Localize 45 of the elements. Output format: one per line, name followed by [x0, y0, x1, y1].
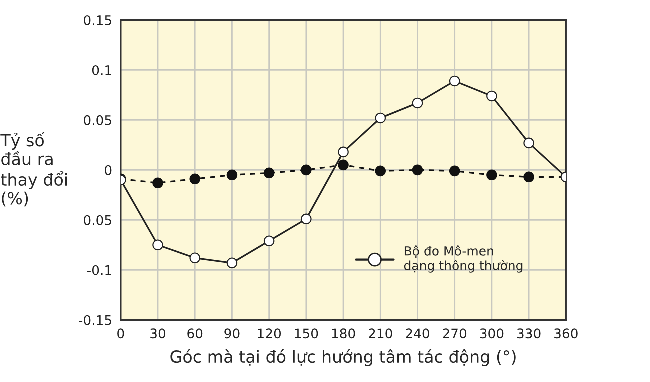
x-tick-label: 90 — [224, 328, 240, 339]
point — [338, 146, 349, 158]
point — [412, 164, 424, 176]
y-tick-label: 0.1 — [92, 65, 112, 76]
point — [375, 166, 386, 177]
point — [226, 258, 238, 269]
point — [486, 90, 498, 102]
point — [301, 164, 312, 176]
point — [226, 170, 238, 181]
point — [449, 76, 460, 87]
y-axis-title: Tỷ số đầu ra thay đổi (%) — [0, 132, 67, 207]
x-tick-label: 240 — [406, 328, 430, 339]
point — [190, 174, 200, 185]
point — [375, 112, 386, 124]
x-axis-title: Góc mà tại đó lực hướng tâm tác động (°) — [170, 350, 516, 366]
y-tick-label: 0.05 — [84, 215, 112, 226]
point — [264, 168, 275, 179]
point — [301, 214, 312, 225]
x-tick-label: 30 — [150, 328, 166, 339]
point — [524, 172, 534, 183]
point — [264, 236, 275, 247]
point — [152, 240, 164, 251]
point — [152, 178, 164, 189]
legend-label: Bộ đo Mô-men dạng thông thường — [404, 246, 523, 273]
x-tick-label: 60 — [188, 328, 203, 339]
x-tick-label: 330 — [517, 328, 541, 339]
x-tick-label: 120 — [258, 328, 282, 339]
point — [486, 170, 498, 181]
x-tick-label: 180 — [332, 328, 356, 339]
y-tick-label: 0.15 — [84, 15, 112, 26]
point — [338, 160, 349, 171]
x-tick-label: 210 — [369, 328, 392, 339]
x-tick-label: 150 — [295, 328, 318, 339]
x-tick-label: 360 — [554, 328, 578, 339]
x-tick-label: 270 — [443, 328, 467, 339]
x-tick-label: 300 — [480, 328, 504, 339]
y-tick-label: -0.15 — [79, 315, 112, 326]
point — [412, 98, 424, 109]
y-tick-label: 0.05 — [84, 115, 112, 126]
y-tick-label: -0.1 — [87, 265, 112, 276]
point — [449, 166, 460, 177]
x-tick-label: 0 — [118, 328, 124, 339]
point — [190, 252, 200, 264]
point — [524, 138, 534, 149]
y-tick-label: 0 — [105, 165, 112, 176]
